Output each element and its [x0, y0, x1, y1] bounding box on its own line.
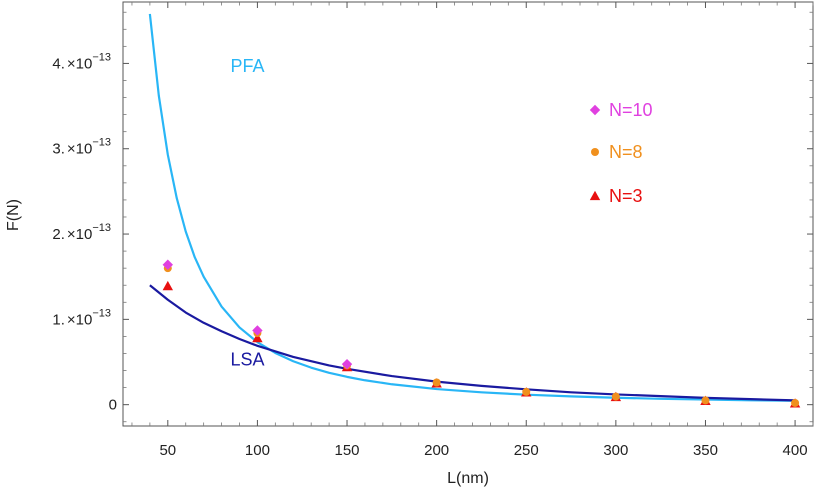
y-tick-label: 3. ×10−13: [52, 137, 111, 158]
y-axis-label: F(N): [5, 199, 22, 231]
legend-marker-n3: [589, 190, 601, 201]
legend-label-n3: N=3: [609, 186, 643, 206]
pfa-curve: [148, 13, 796, 402]
y-tick-exponent: −13: [92, 51, 111, 63]
x-axis-label: L(nm): [447, 470, 489, 487]
y-tick-mantissa: 3.: [52, 141, 65, 158]
x-tick-label: 400: [783, 442, 808, 459]
legend-marker-n8: [591, 148, 599, 156]
x-tick-label: 100: [245, 442, 270, 459]
y-tick-label: 2. ×10−13: [52, 222, 111, 243]
y-tick-times: ×: [67, 55, 76, 72]
y-tick-label: 0: [109, 397, 117, 414]
point-n8: [611, 392, 620, 401]
y-tick-exponent: −13: [92, 137, 111, 149]
point-n10: [252, 325, 263, 336]
x-tick-label: 150: [335, 442, 360, 459]
y-tick-mantissa: 2.: [52, 226, 65, 243]
legend-marker-n10: [589, 104, 601, 116]
y-tick-mantissa: 4.: [52, 55, 65, 72]
point-n3: [162, 280, 174, 291]
y-tick-base: 10: [76, 141, 93, 158]
axis-labels: L(nm) F(N): [5, 199, 489, 487]
x-tick-label: 350: [693, 442, 718, 459]
y-tick-base: 10: [76, 226, 93, 243]
y-tick-times: ×: [67, 311, 76, 328]
y-tick-base: 10: [76, 311, 93, 328]
x-tick-label: 300: [603, 442, 628, 459]
x-tick-label: 50: [159, 442, 176, 459]
y-tick-exponent: −13: [92, 307, 111, 319]
x-tick-label: 250: [514, 442, 539, 459]
y-tick-exponent: −13: [92, 222, 111, 234]
lsa-curve-label: LSA: [231, 349, 265, 369]
y-tick-times: ×: [67, 141, 76, 158]
y-tick-base: 10: [76, 55, 93, 72]
data-points: [162, 259, 801, 408]
point-n8: [701, 396, 710, 405]
point-n8: [432, 378, 441, 387]
legend: N=10 N=8 N=3: [589, 100, 653, 206]
y-tick-mantissa: 1.: [52, 311, 65, 328]
legend-label-n8: N=8: [609, 142, 643, 162]
lsa-curve: [149, 284, 796, 402]
y-tick-label: 4. ×10−13: [52, 51, 111, 72]
point-n10: [162, 259, 174, 270]
point-n3: [252, 332, 263, 343]
legend-label-n10: N=10: [609, 100, 653, 120]
y-tick-label: 1. ×10−13: [52, 307, 111, 328]
curves: PFA LSA: [148, 13, 796, 402]
pfa-curve-label: PFA: [231, 56, 265, 76]
plot-frame: [122, 1, 814, 427]
x-tick-label: 200: [424, 442, 449, 459]
point-n8: [522, 387, 531, 396]
point-n8: [791, 398, 800, 407]
y-tick-times: ×: [67, 226, 76, 243]
point-n10: [341, 358, 353, 370]
